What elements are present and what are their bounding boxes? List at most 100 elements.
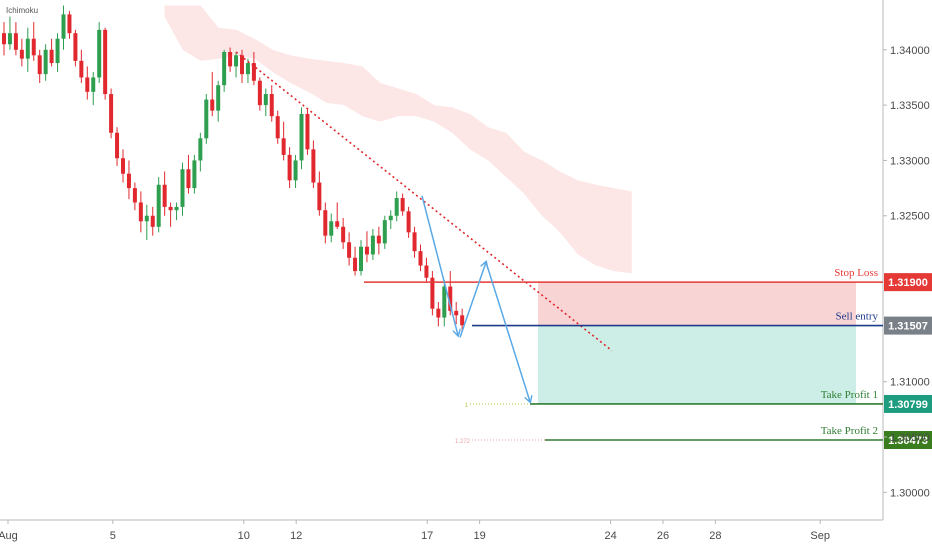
candle (132, 182, 137, 211)
level-labels: Stop Loss Sell entry Take Profit 1 Take Pro… (455, 267, 932, 450)
candle-body (436, 308, 441, 318)
candle-body (454, 310, 459, 316)
candle-body (281, 138, 286, 155)
candle (43, 44, 48, 81)
candle-body (234, 55, 239, 67)
candle (156, 177, 161, 233)
candle-body (347, 242, 352, 258)
candle (79, 49, 84, 83)
candle (73, 29, 78, 67)
candle (174, 202, 179, 221)
x-tick-label: 5 (110, 530, 116, 542)
risk-zone (538, 282, 856, 326)
x-tick-label: Aug (0, 530, 18, 542)
candle (418, 244, 423, 272)
take-profit-1-price-text: 1.30799 (888, 399, 928, 411)
candle-body (305, 113, 310, 150)
candle-body (25, 38, 30, 59)
candle (341, 217, 346, 249)
candle (186, 154, 191, 194)
candle (287, 147, 292, 189)
projection-arrows (421, 195, 530, 402)
candle (240, 49, 244, 83)
candle-body (287, 154, 292, 181)
reward-zone (538, 325, 856, 404)
candle (97, 22, 102, 83)
candle (299, 107, 304, 170)
y-tick-label: 1.31000 (890, 377, 930, 389)
candles (2, 5, 465, 332)
take-profit-1-price-tag (884, 394, 932, 413)
candle (364, 231, 369, 263)
candle-body (138, 202, 143, 222)
candle-body (341, 226, 346, 243)
candle (150, 206, 155, 236)
candle-body (174, 206, 179, 211)
candle-body (275, 116, 280, 139)
candle-body (376, 235, 381, 244)
x-tick-label: Sep (810, 530, 830, 542)
candle-body (132, 188, 137, 203)
y-tick-label: 1.30000 (890, 487, 930, 499)
candle-body (430, 277, 435, 309)
candle (311, 140, 316, 189)
candle-body (103, 29, 108, 95)
candle-body (13, 33, 18, 50)
candle-body (55, 38, 60, 64)
candle (198, 132, 203, 172)
candle (263, 88, 268, 117)
candle (353, 246, 358, 276)
candle-body (228, 52, 233, 67)
candle (222, 49, 227, 92)
candle (412, 226, 417, 258)
candle (317, 171, 322, 216)
candle-body (251, 63, 256, 81)
candle-body (156, 184, 161, 227)
stop-loss-label: Stop Loss (834, 267, 878, 279)
candle-body (115, 132, 120, 159)
candle-body (257, 80, 262, 106)
fib-1-label: 1 (465, 403, 469, 409)
candle-body (216, 85, 221, 111)
candle (323, 202, 328, 244)
candle (126, 160, 131, 200)
candle (269, 85, 274, 122)
candle (91, 71, 96, 106)
candle (55, 33, 60, 72)
candle (31, 22, 36, 61)
candle-body (37, 55, 42, 75)
candle-body (460, 315, 465, 326)
risk-reward-zones (538, 282, 856, 404)
candle-body (245, 63, 250, 75)
candle (406, 206, 411, 238)
candle-body (19, 49, 24, 59)
sell-entry-price-text: 1.31507 (888, 321, 928, 333)
candle (228, 47, 233, 72)
candle-body (192, 160, 197, 189)
candle-body (91, 77, 96, 92)
candle-body (7, 33, 12, 45)
candle (305, 109, 310, 155)
cloud-area (164, 5, 632, 274)
candle (204, 94, 209, 144)
candle (370, 229, 375, 260)
take-profit-2-label: Take Profit 2 (821, 425, 878, 437)
candle-body (204, 99, 209, 139)
candle (388, 210, 393, 230)
candle (329, 213, 334, 243)
take-profit-2-price-tag (884, 431, 932, 450)
candle-body (329, 221, 334, 236)
candle (347, 232, 352, 266)
projection-arrow (459, 262, 486, 338)
candle-body (335, 221, 340, 227)
candle (335, 202, 340, 230)
candle-body (210, 99, 215, 111)
candle (121, 149, 125, 183)
candle-body (79, 60, 84, 78)
x-tick-label: 19 (473, 530, 485, 542)
candle-body (61, 14, 66, 39)
candle-body (73, 33, 78, 61)
candle (144, 204, 149, 241)
